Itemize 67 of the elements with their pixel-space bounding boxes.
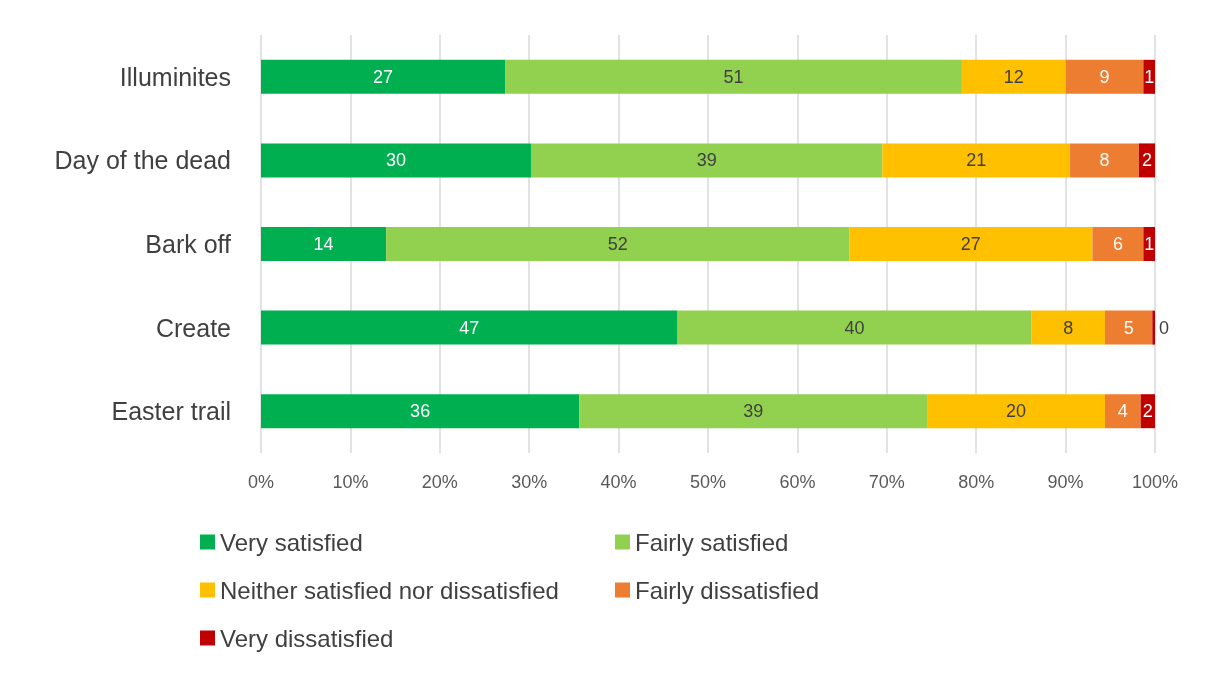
bar [927, 394, 1105, 429]
data-label: 40 [844, 317, 865, 338]
data-label: 52 [607, 234, 628, 254]
bar [1104, 394, 1141, 429]
data-label: 20 [1005, 401, 1026, 422]
data-label: 47 [459, 317, 480, 338]
bar [1031, 310, 1105, 345]
x-tick-label: 70% [868, 472, 905, 492]
data-label: 9 [1099, 66, 1110, 87]
data-label: 0 [1159, 317, 1170, 338]
bar [261, 59, 506, 94]
y-tick-label: Day of the dead [54, 146, 231, 175]
data-label: 1 [1144, 234, 1155, 254]
bar [386, 227, 850, 261]
data-label: 14 [313, 234, 334, 254]
data-label: 6 [1112, 234, 1123, 254]
x-tick-label: 80% [958, 472, 995, 492]
y-tick-label: Create [155, 313, 231, 342]
legend-label: Fairly dissatisfied [635, 576, 820, 604]
data-label: 8 [1099, 150, 1110, 171]
x-tick-label: 20% [421, 472, 458, 492]
bar [961, 59, 1066, 94]
bar [261, 310, 678, 345]
data-label: 1 [1144, 66, 1155, 87]
data-label: 12 [1003, 66, 1024, 87]
bar [677, 310, 1032, 345]
data-label: 39 [696, 150, 717, 171]
bar [1152, 310, 1155, 345]
data-label: 36 [410, 401, 431, 422]
bar [1092, 227, 1144, 261]
x-tick-label: 10% [332, 472, 369, 492]
data-label: 8 [1063, 317, 1074, 338]
data-label: 30 [385, 150, 407, 171]
bar [261, 394, 580, 429]
legend-label: Very satisfied [220, 528, 363, 556]
data-label: 27 [960, 234, 981, 254]
x-tick-label: 50% [689, 472, 727, 492]
x-tick-label: 40% [600, 472, 637, 492]
y-tick-label: Illuminites [119, 62, 231, 91]
x-tick-label: 30% [511, 472, 548, 492]
bar [505, 59, 962, 94]
bar [882, 143, 1071, 178]
legend-label: Neither satisfied nor dissatisfied [220, 576, 559, 604]
x-tick-label: 90% [1047, 472, 1084, 492]
data-label: 4 [1117, 401, 1128, 422]
bar [1065, 59, 1144, 94]
data-label: 39 [743, 401, 764, 422]
data-label: 5 [1123, 317, 1134, 338]
x-tick-label: 0% [247, 472, 275, 492]
data-label: 27 [373, 66, 394, 87]
bar [1070, 143, 1139, 178]
legend-label: Fairly satisfied [635, 528, 789, 556]
legend-label: Very dissatisfied [220, 624, 394, 652]
data-label: 51 [723, 66, 744, 87]
data-label: 2 [1141, 150, 1152, 171]
data-label: 21 [966, 150, 987, 171]
bar [530, 143, 883, 178]
bar [849, 227, 1093, 261]
y-tick-label: Bark off [145, 230, 232, 258]
bar [1104, 310, 1153, 345]
y-tick-label: Easter trail [111, 397, 231, 426]
bar [261, 227, 387, 261]
data-label: 2 [1142, 401, 1153, 422]
bar [261, 143, 531, 178]
x-tick-label: 60% [779, 472, 816, 492]
bar [579, 394, 928, 429]
x-tick-label: 100% [1131, 472, 1179, 492]
